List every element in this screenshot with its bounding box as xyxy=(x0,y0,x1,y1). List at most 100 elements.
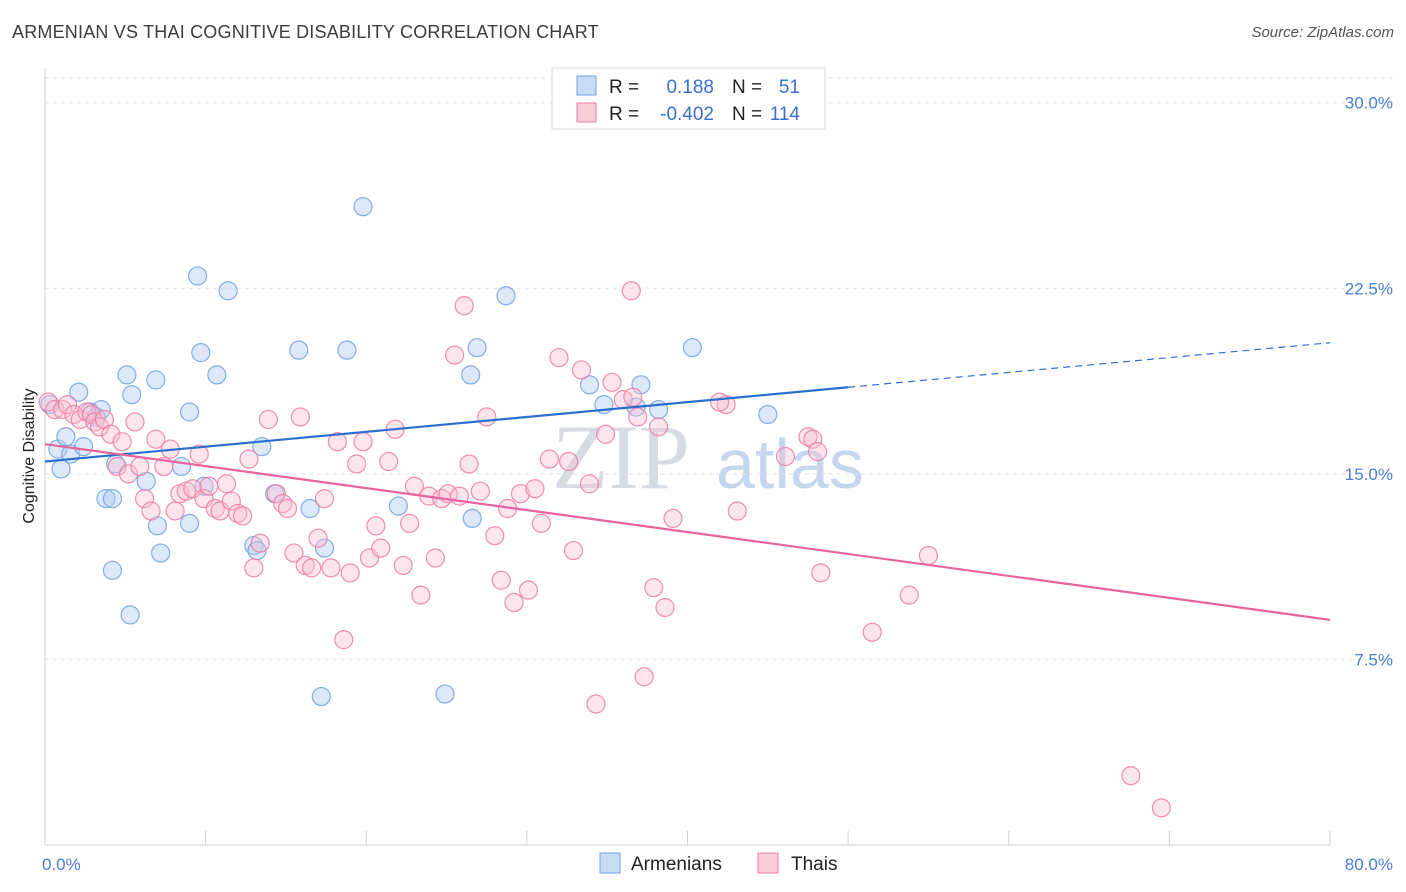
x-tick-label-min: 0.0% xyxy=(42,855,81,874)
data-point-thais xyxy=(485,526,505,546)
data-point-thais xyxy=(504,592,524,613)
data-point-thais xyxy=(141,501,161,521)
data-point-armenians xyxy=(179,402,200,422)
y-tick-label: 30.0% xyxy=(1345,94,1393,113)
y-tick-label: 7.5% xyxy=(1354,650,1393,669)
data-point-armenians xyxy=(337,340,357,360)
data-point-armenians xyxy=(73,437,94,457)
data-point-thais xyxy=(70,409,90,430)
legend-r-label-1: R = xyxy=(609,77,639,98)
y-tick-labels: 7.5% 15.0% 22.5% 30.0% xyxy=(1345,94,1393,670)
data-point-thais xyxy=(623,387,643,407)
data-point-thais xyxy=(595,424,616,444)
data-point-thais xyxy=(1151,798,1171,818)
data-point-thais xyxy=(444,345,465,365)
data-point-armenians xyxy=(311,686,331,707)
data-point-thais xyxy=(101,424,121,444)
data-point-thais xyxy=(710,392,730,412)
data-point-armenians xyxy=(289,340,309,360)
data-point-thais xyxy=(112,432,132,452)
data-point-thais xyxy=(470,481,490,501)
bottom-legend-label-armenians: Armenians xyxy=(631,854,722,875)
data-point-thais xyxy=(531,513,551,533)
y-axis-label: Cognitive Disability xyxy=(21,388,38,523)
y-tick-label: 15.0% xyxy=(1345,465,1393,484)
scatter-points xyxy=(38,197,1171,818)
data-point-thais xyxy=(199,476,219,496)
data-point-thais xyxy=(563,540,584,561)
trend-lines xyxy=(44,342,1331,621)
data-point-thais xyxy=(134,489,155,509)
data-point-armenians xyxy=(579,375,600,395)
data-point-thais xyxy=(107,456,127,477)
data-point-thais xyxy=(862,622,882,642)
data-point-thais xyxy=(327,432,347,452)
data-point-thais xyxy=(411,585,431,605)
bottom-legend-swatch-armenians xyxy=(599,852,621,874)
bottom-legend: Armenians Thais xyxy=(599,852,837,875)
x-ticks xyxy=(44,831,1331,845)
data-point-thais xyxy=(586,694,606,714)
legend-r-value-2: -0.402 xyxy=(660,104,714,125)
data-point-thais xyxy=(648,417,669,437)
data-point-thais xyxy=(899,585,919,605)
data-point-armenians xyxy=(96,489,116,509)
data-point-thais xyxy=(347,454,367,474)
data-point-thais xyxy=(663,508,683,529)
trend-line-thais xyxy=(44,443,1331,621)
data-point-thais xyxy=(803,429,823,449)
data-point-thais xyxy=(634,667,654,687)
data-point-thais xyxy=(321,558,341,578)
data-point-armenians xyxy=(682,338,702,358)
data-point-thais xyxy=(146,429,166,449)
data-point-thais xyxy=(549,347,569,368)
data-point-thais xyxy=(314,489,335,509)
data-point-thais xyxy=(510,484,531,504)
data-point-thais xyxy=(308,528,328,548)
data-point-thais xyxy=(353,432,373,452)
data-point-thais xyxy=(477,407,497,427)
data-point-armenians xyxy=(117,365,137,385)
series-thais xyxy=(38,281,1171,818)
data-point-thais xyxy=(559,451,579,472)
source-credit: Source: ZipAtlas.com xyxy=(1251,24,1394,41)
legend-r-label-2: R = xyxy=(609,104,639,125)
data-point-thais xyxy=(644,578,664,598)
data-point-thais xyxy=(918,545,939,566)
data-point-armenians xyxy=(435,684,455,704)
data-point-armenians xyxy=(218,281,238,301)
legend-box: R = 0.188 N = 51 R = -0.402 N = 114 xyxy=(551,67,826,130)
data-point-thais xyxy=(454,296,474,316)
data-point-armenians xyxy=(207,365,227,385)
data-point-thais xyxy=(459,454,479,474)
chart-title: ARMENIAN VS THAI COGNITIVE DISABILITY CO… xyxy=(12,22,599,42)
data-point-thais xyxy=(266,484,286,504)
trend-line-armenians xyxy=(44,386,849,463)
data-point-thais xyxy=(621,281,641,301)
data-point-armenians xyxy=(388,496,408,516)
data-point-armenians xyxy=(179,513,200,533)
data-point-thais xyxy=(393,555,413,576)
data-point-armenians xyxy=(300,498,320,519)
data-point-armenians xyxy=(462,508,482,529)
data-point-thais xyxy=(302,558,322,578)
data-point-thais xyxy=(290,407,310,427)
data-point-armenians xyxy=(120,605,140,625)
data-point-thais xyxy=(518,580,539,600)
y-tick-label: 22.5% xyxy=(1345,279,1393,298)
data-point-thais xyxy=(250,533,270,553)
x-tick-label-max: 80.0% xyxy=(1345,855,1393,874)
legend-swatch-thais xyxy=(576,102,597,123)
data-point-armenians xyxy=(171,456,192,477)
data-point-thais xyxy=(221,491,241,511)
data-point-armenians xyxy=(187,266,208,286)
data-point-armenians xyxy=(151,543,171,563)
data-point-thais xyxy=(1121,766,1141,786)
data-point-armenians xyxy=(102,489,123,509)
data-point-armenians xyxy=(102,560,123,580)
data-point-thais xyxy=(334,630,354,650)
data-point-thais xyxy=(340,563,360,583)
data-point-thais xyxy=(425,548,445,568)
data-point-thais xyxy=(57,394,78,415)
